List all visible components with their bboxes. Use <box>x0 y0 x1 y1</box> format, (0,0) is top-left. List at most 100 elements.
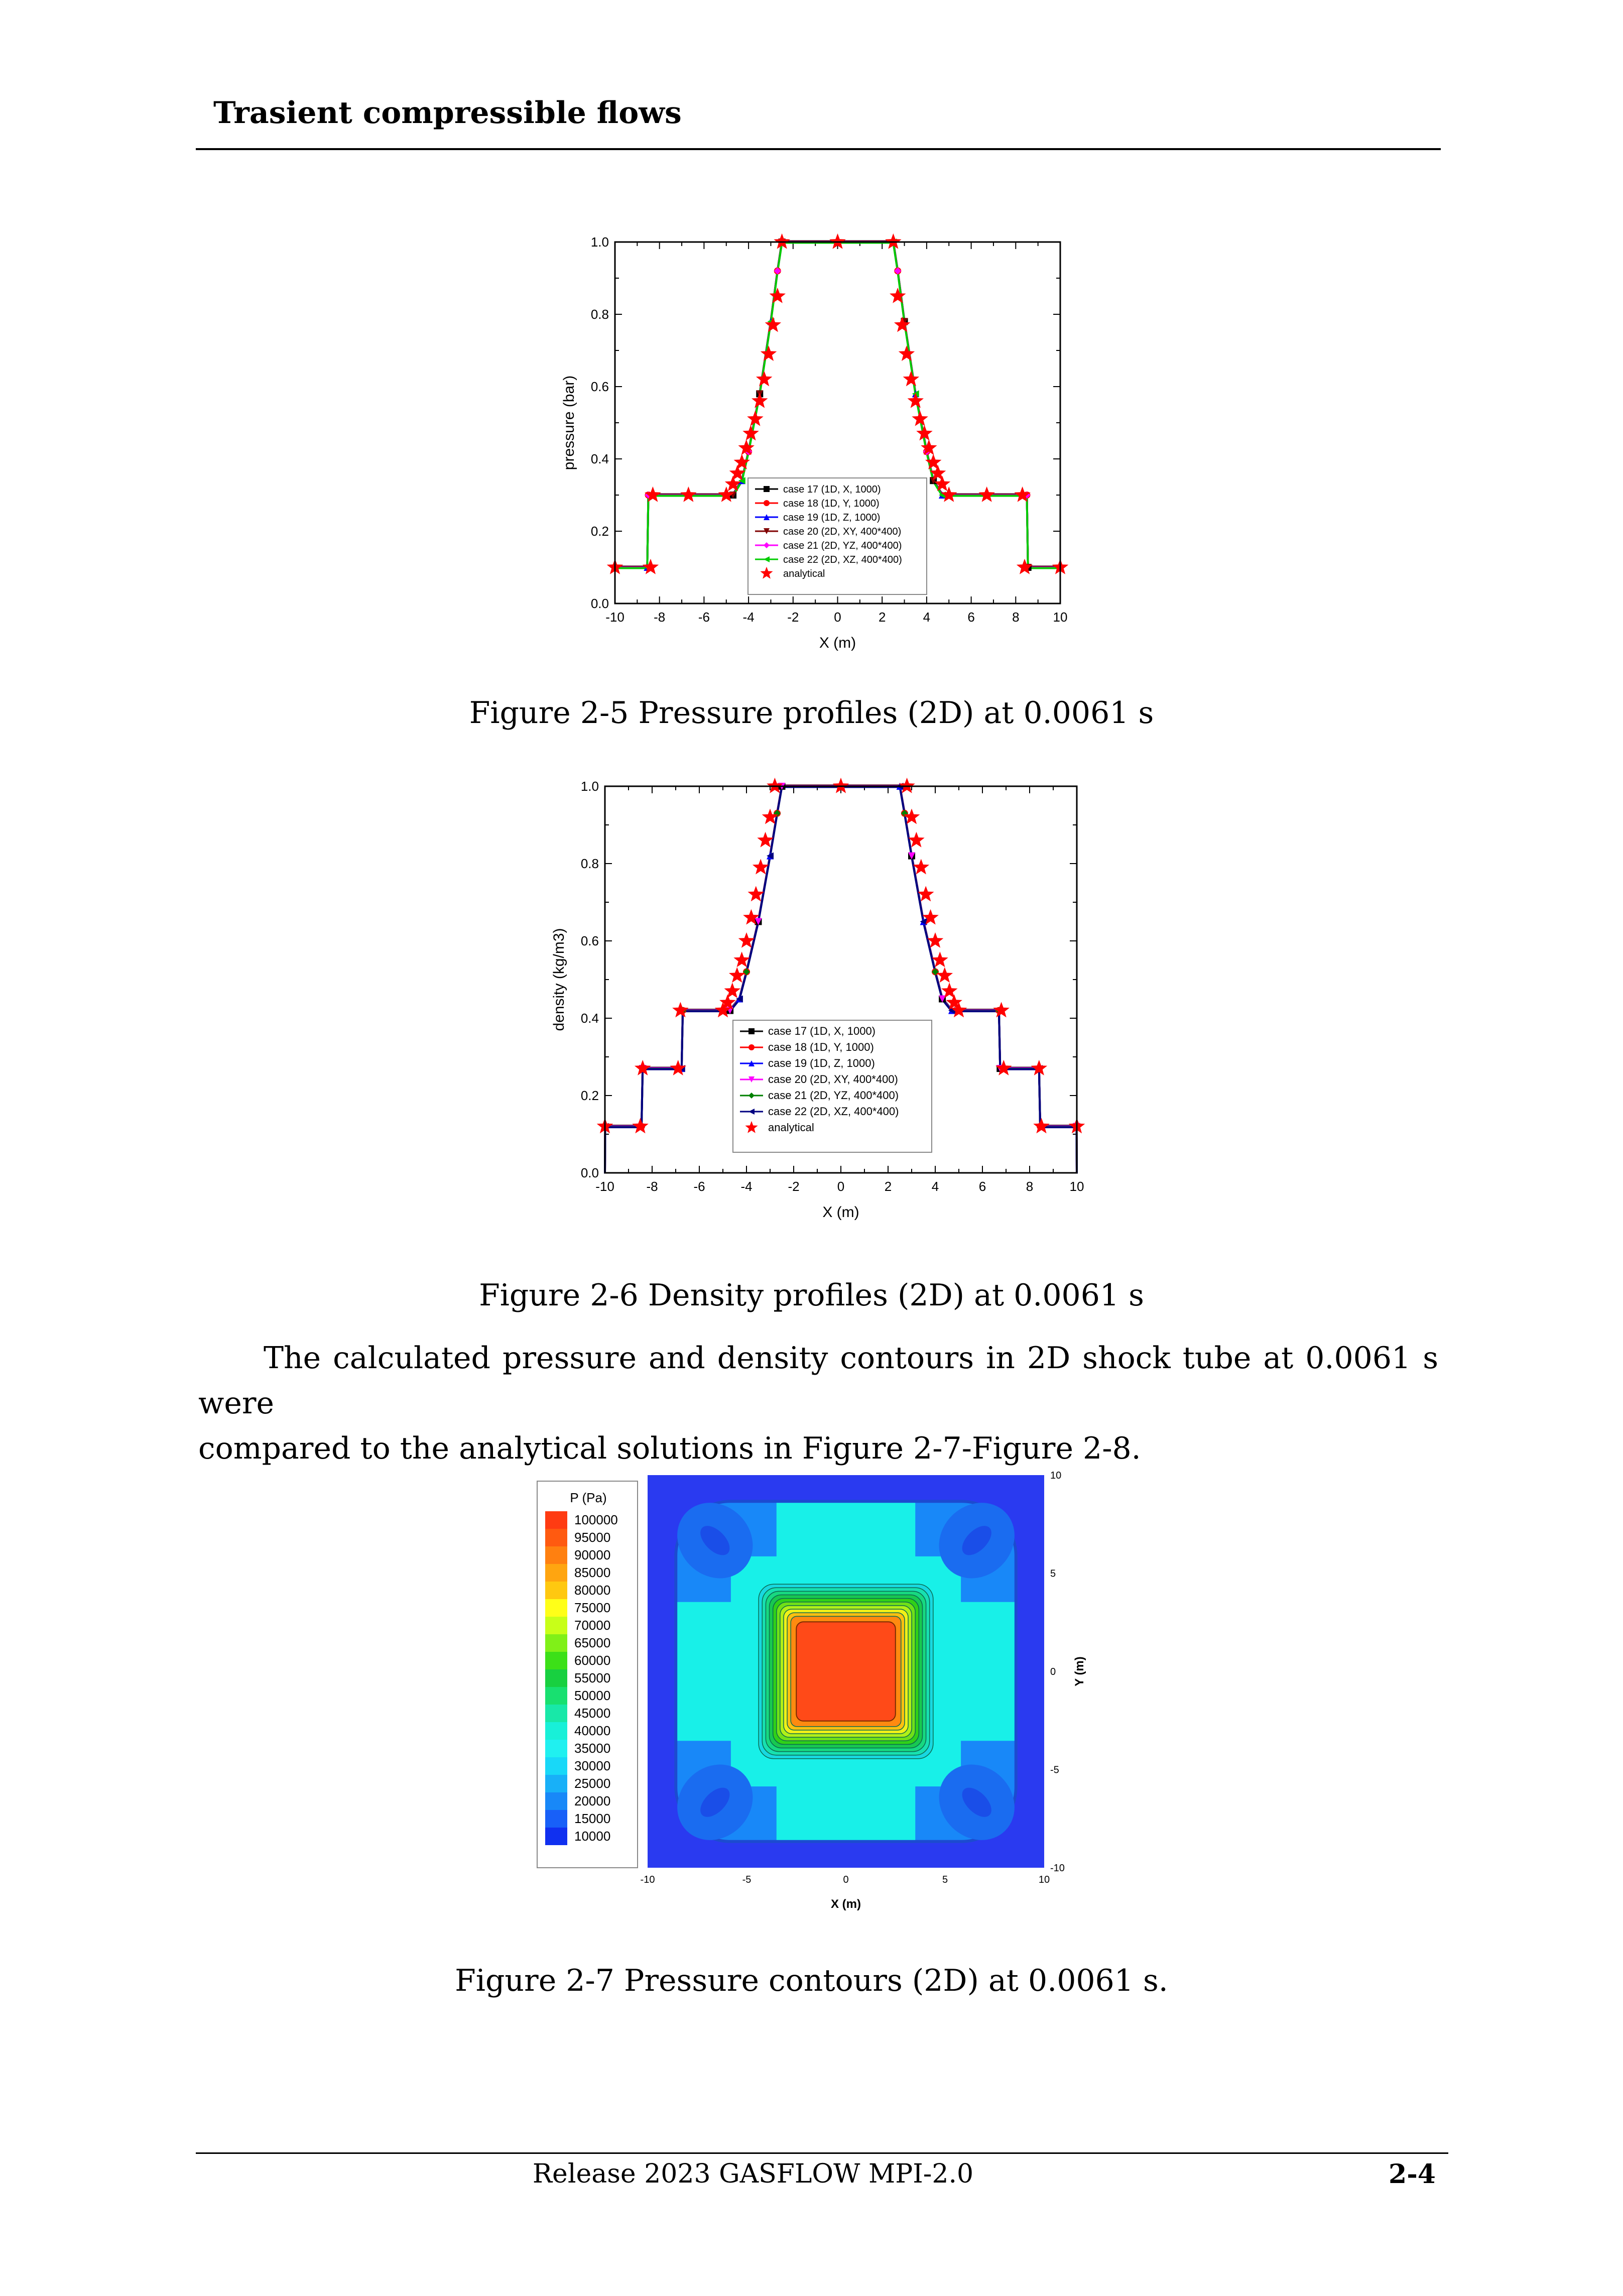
analytical-point <box>752 859 769 875</box>
x-axis-label: X (m) <box>819 635 856 651</box>
analytical-point <box>925 454 942 469</box>
series-marker <box>932 968 939 976</box>
pressure-profile-chart: -10 -8 -6 -4 -2 0 2 4 6 8 10 0.0 0.2 0.4 0.6 0.8 1.0 X (m… <box>561 233 1069 651</box>
legend-marker <box>764 514 770 520</box>
series-marker <box>755 918 762 925</box>
x-tick-label: -5 <box>742 1874 752 1885</box>
x-tick-label: -2 <box>787 610 799 625</box>
density-profile-chart: -10 -8 -6 -4 -2 0 2 4 6 8 10 0.0 0.2 0.4 0.6 0.8 1.0 X (m… <box>551 777 1085 1221</box>
y-tick-label: 1.0 <box>581 779 599 794</box>
analytical-point <box>890 287 906 303</box>
colorbar-label: 75000 <box>574 1600 610 1615</box>
analytical-point <box>903 808 920 824</box>
analytical-point <box>946 994 962 1010</box>
series-marker <box>894 267 902 275</box>
figure-2-7-caption: Figure 2-7 Pressure contours (2D) at 0.0… <box>455 1963 1168 1998</box>
legend-box <box>747 477 927 595</box>
x-tick-label: 10 <box>1053 610 1068 625</box>
y-tick-label: 0.8 <box>581 856 599 871</box>
x-tick-label: -6 <box>698 610 710 625</box>
y-tick-label: -5 <box>1050 1765 1059 1776</box>
analytical-point <box>894 316 911 332</box>
x-axis-label: X (m) <box>822 1204 859 1221</box>
x-tick-label: 0 <box>843 1874 848 1885</box>
pressure-contour-chart: P (Pa)1000009500090000850008000075000700… <box>537 1470 1086 1911</box>
shock-front-contour <box>674 1500 1018 1843</box>
legend-marker <box>748 1044 755 1050</box>
x-tick-label: 4 <box>932 1179 939 1194</box>
plot-frame <box>604 785 1078 1174</box>
legend-entry: analytical <box>783 568 825 579</box>
x-tick-label: 6 <box>979 1179 986 1194</box>
legend-marker <box>760 566 773 579</box>
x-tick-label: 8 <box>1026 1179 1033 1194</box>
colorbar-label: 90000 <box>574 1547 610 1562</box>
analytical-point <box>1014 486 1031 502</box>
analytical-point <box>724 983 741 998</box>
colorbar-title: P (Pa) <box>570 1490 606 1505</box>
y-tick-label: 1.0 <box>591 234 609 250</box>
analytical-point <box>743 909 760 925</box>
colorbar-swatch <box>545 1599 567 1617</box>
analytical-point <box>733 951 750 968</box>
analytical-point <box>936 967 953 983</box>
colorbar-label: 85000 <box>574 1565 610 1580</box>
x-tick-label: -6 <box>693 1179 705 1194</box>
analytical-point <box>738 932 755 948</box>
body-paragraph-line-1: The calculated pressure and density cont… <box>198 1341 1438 1421</box>
high-pressure-core <box>796 1621 896 1722</box>
analytical-point <box>929 464 946 480</box>
footer-release: Release 2023 GASFLOW MPI-2.0 <box>532 2159 974 2189</box>
analytical-point <box>738 439 755 455</box>
colorbar-label: 80000 <box>574 1583 610 1598</box>
corner-lobe-core <box>700 1787 730 1817</box>
colorbar-swatch <box>545 1705 567 1722</box>
legend-marker <box>748 1093 755 1099</box>
colorbar-swatch <box>545 1564 567 1582</box>
series-marker <box>767 852 774 860</box>
legend-entry: case 17 (1D, X, 1000) <box>768 1025 876 1037</box>
y-axis-label: pressure (bar) <box>561 376 577 470</box>
colorbar-label: 70000 <box>574 1618 610 1633</box>
y-axis-label: density (kg/m3) <box>551 928 567 1031</box>
x-axis-label: X (m) <box>831 1897 861 1911</box>
analytical-point <box>728 967 745 983</box>
header-title: Trasient compressible flows <box>213 95 682 131</box>
analytical-point <box>993 1002 1010 1018</box>
series-marker <box>774 809 781 817</box>
colorbar-label: 40000 <box>574 1723 610 1738</box>
colorbar-swatch <box>545 1810 567 1828</box>
legend-marker <box>748 1076 755 1082</box>
y-tick-label: 0.6 <box>581 933 599 948</box>
body-paragraph-line-2: compared to the analytical solutions in … <box>198 1431 1141 1466</box>
colorbar-label: 15000 <box>574 1811 610 1826</box>
analytical-point <box>757 831 774 848</box>
analytical-point <box>762 808 779 824</box>
y-tick-label: 0.0 <box>581 1165 599 1180</box>
x-tick-label: -2 <box>788 1179 799 1194</box>
analytical-point <box>898 345 915 361</box>
analytical-point <box>774 233 790 249</box>
colorbar-label: 95000 <box>574 1530 610 1545</box>
analytical-point <box>1016 558 1033 574</box>
legend-marker <box>764 556 770 562</box>
analytical-point <box>921 439 937 455</box>
analytical-point <box>642 558 659 574</box>
x-tick-label: 10 <box>1070 1179 1084 1194</box>
page-number: 2-4 <box>1389 2159 1436 2190</box>
y-tick-label: 5 <box>1050 1568 1056 1580</box>
analytical-point <box>733 454 751 469</box>
colorbar-swatch <box>545 1669 567 1687</box>
analytical-point <box>1033 1118 1050 1134</box>
analytical-point <box>934 475 951 492</box>
series-marker <box>738 477 745 485</box>
analytical-point <box>922 909 939 925</box>
series-marker <box>774 267 781 275</box>
series-marker <box>939 995 946 1003</box>
analytical-point <box>767 777 783 793</box>
colorbar-label: 30000 <box>574 1758 610 1773</box>
colorbar-swatch <box>545 1529 567 1546</box>
x-tick-label: 6 <box>967 610 974 625</box>
analytical-point <box>747 410 764 426</box>
analytical-point <box>645 486 661 502</box>
